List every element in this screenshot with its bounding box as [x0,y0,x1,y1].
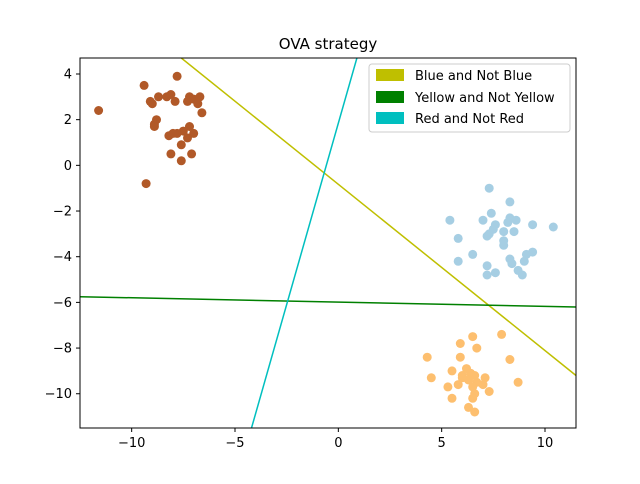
y-tick-label: −10 [45,387,72,402]
data-point [497,329,507,339]
data-point [468,382,478,392]
data-point [480,373,490,383]
data-point [499,227,509,237]
data-point [517,270,527,280]
x-tick-label: −5 [225,436,244,451]
data-point [468,249,478,259]
x-tick-label: 0 [334,436,342,451]
y-tick-label: 2 [64,113,72,128]
x-axis: −10 −5 0 5 10 [118,428,553,451]
y-tick-label: 4 [64,67,72,82]
x-tick-label: 5 [438,436,446,451]
data-point [507,259,517,269]
data-point [166,90,176,99]
data-point [94,106,104,115]
legend-swatch-red [376,112,404,124]
legend-label-yellow: Yellow and Not Yellow [414,91,555,106]
y-tick-label: −6 [53,296,72,311]
data-point [447,393,457,403]
data-point [482,261,492,271]
data-point [478,215,488,225]
y-tick-label: −4 [53,250,72,265]
data-point [455,352,465,362]
data-point [511,215,521,225]
data-point [170,96,180,106]
data-point [482,231,492,241]
boundary-line-0 [180,58,576,377]
boundary-line-2 [250,58,358,428]
data-point [172,71,182,81]
x-tick-label: 10 [537,436,554,451]
data-point [484,387,494,396]
data-point [468,393,478,403]
data-point [490,268,500,278]
data-point [505,355,515,364]
axes-frame [79,57,577,429]
y-tick-label: 0 [64,159,72,174]
boundary-line-1 [80,295,576,308]
data-point [453,380,463,390]
data-point [189,128,199,138]
legend-swatch-yellow [376,91,404,103]
data-point [505,197,515,207]
data-point [509,227,519,237]
legend-label-red: Red and Not Red [415,112,524,127]
data-point [464,375,473,385]
data-point [528,247,538,257]
data-point [453,256,463,266]
legend-label-blue: Blue and Not Blue [415,69,532,84]
data-point [195,92,205,102]
data-point [183,96,192,106]
data-point [139,80,149,90]
data-point [176,156,186,166]
legend: Blue and Not Blue Yellow and Not Yellow … [368,63,571,133]
data-point [445,215,455,225]
data-point [193,99,203,109]
data-point [513,377,523,387]
data-point [482,270,492,280]
data-point [443,382,453,392]
data-point [464,402,473,412]
data-point [166,149,176,159]
legend-swatch-blue [376,69,404,81]
y-tick-label: −8 [53,342,72,357]
x-tick-label: −10 [118,436,145,451]
chart-title: OVA strategy [279,35,378,53]
data-point [147,99,157,109]
y-tick-label: −2 [53,205,72,220]
data-point [185,122,194,131]
data-point [176,140,186,150]
data-point [503,217,513,227]
data-point [548,222,558,232]
data-point [528,220,538,230]
data-point [457,371,467,380]
data-point [447,366,457,376]
data-point [197,108,207,118]
data-point [455,339,465,348]
data-point [453,233,463,243]
data-point [470,371,480,380]
data-point [472,343,482,353]
data-point [499,240,509,250]
data-point [141,179,151,189]
data-point [468,332,478,342]
legend-frame [368,63,571,133]
data-point [154,92,163,102]
data-point [478,380,488,390]
data-point [519,256,529,266]
data-point [484,183,494,193]
y-axis: 4 2 0 −2 −4 −6 −8 −10 [45,67,80,402]
data-point [470,407,480,417]
data-point [183,133,192,143]
data-point [422,352,432,362]
decision-boundaries [80,58,576,428]
data-point [426,373,436,383]
data-point [486,208,496,218]
data-points [94,71,558,417]
data-point [149,122,159,131]
data-point [164,131,174,141]
data-point [187,149,197,159]
